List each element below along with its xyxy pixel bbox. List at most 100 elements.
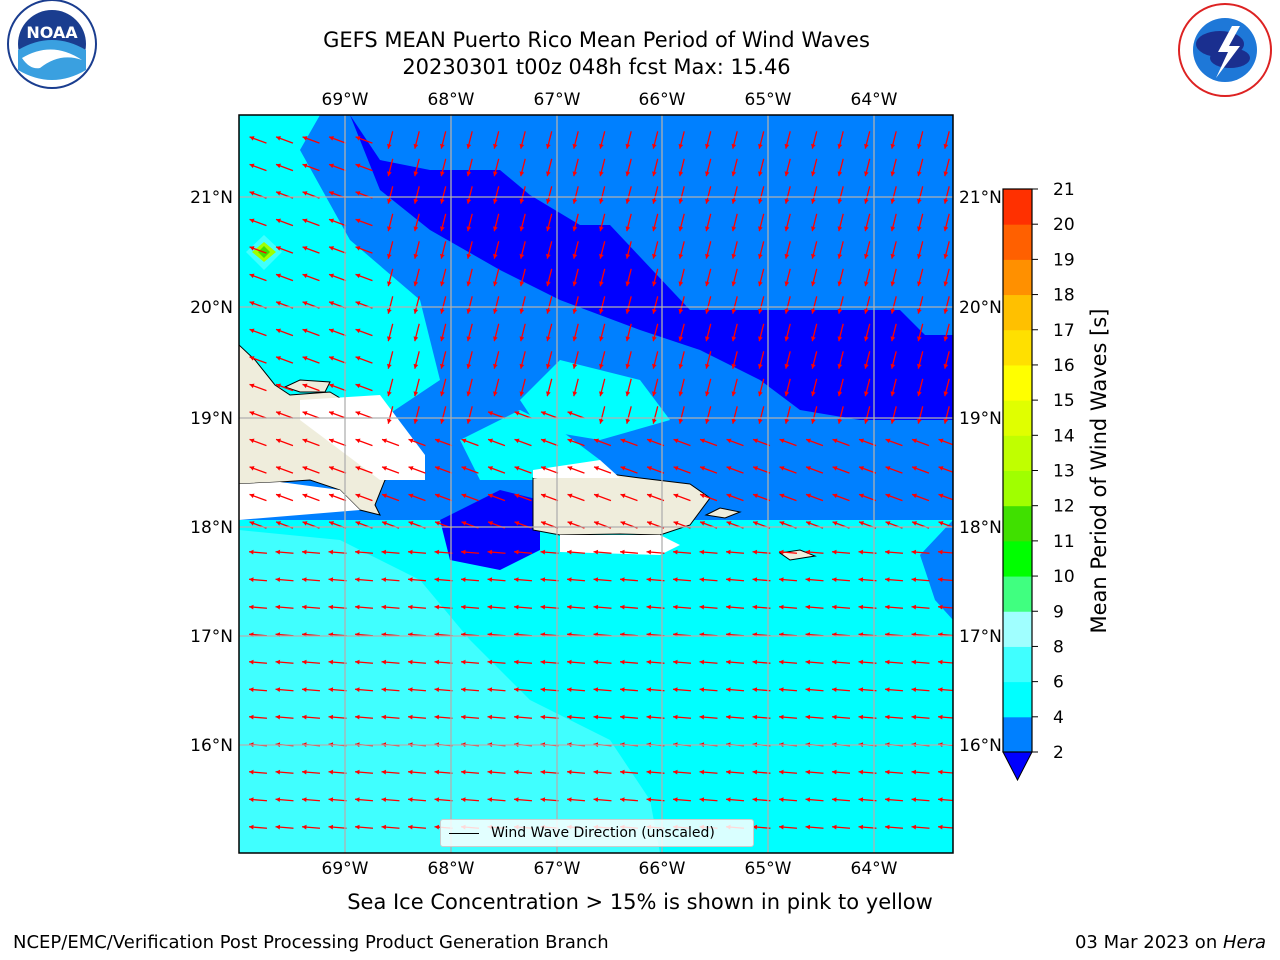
wind-arrow-head [911,549,917,555]
wind-arrow-head [917,391,922,397]
colorbar-band [1003,611,1032,647]
colorbar-band [1003,189,1032,225]
wind-arrow-head [620,577,625,583]
wind-arrow-head [249,246,255,251]
lon-tick-top: 64°W [851,90,898,110]
vieques-land [704,507,742,519]
wind-arrow-head [249,136,255,141]
wind-arrow-head [328,604,334,610]
wind-arrow-head [705,308,710,314]
wind-arrow-head [620,687,625,693]
wind-arrow-head [726,493,732,499]
wind-arrow-head [493,253,498,259]
wind-arrow-head [355,356,361,361]
colorbar-tick-label: 4 [1053,708,1064,728]
wind-arrow-head [890,391,896,397]
wind-arrow-head [488,466,493,471]
wind-arrow-head [572,143,578,149]
wind-arrow-head [700,438,705,444]
wind-arrow-head [864,198,869,204]
wind-arrow-head [572,253,578,259]
wind-arrow-head [540,549,546,555]
wind-arrow-head [858,824,864,830]
lon-tick-bottom: 65°W [745,859,792,879]
wind-arrow-head [355,438,361,444]
coastal-gap-southwest [239,482,360,520]
wind-arrow-head [387,281,392,287]
wind-arrow-head [758,198,763,204]
wind-arrow-head [599,171,604,177]
wind-arrow-head [726,549,731,555]
wind-arrow-head [594,466,599,471]
wind-arrow-head [731,363,737,369]
wind-arrow-head [811,143,816,149]
wind-arrow-head [413,391,419,397]
wind-arrow-head [302,659,307,665]
wind-arrow-head [355,383,361,389]
colorbar-tick-label: 20 [1053,215,1075,235]
wind-arrow-head [673,797,678,803]
wind-arrow-head [355,218,361,224]
wind-arrow-head [249,411,255,416]
lat-tick-left: 19°N [190,409,233,429]
wind-arrow-head [540,714,546,720]
wind-arrow-head [673,549,678,555]
wind-arrow-head [599,143,604,149]
wind-arrow-head [466,198,472,204]
wind-arrow-head [779,659,784,665]
wind-arrow-head [276,356,281,361]
wind-arrow-head [699,549,705,555]
wind-arrow-head [461,521,467,526]
lon-tick-top: 69°W [322,90,369,110]
wind-arrow-head [514,493,520,499]
wind-arrow-head [328,824,334,830]
wind-arrow-head [434,549,440,555]
wind-arrow-head [440,391,445,397]
legend: Wind Wave Direction (unscaled) [440,819,754,847]
wind-arrow-head [917,418,922,424]
wind-arrow-head [753,521,758,526]
wind-arrow-head [943,308,949,314]
wind-arrow-head [647,466,652,471]
wind-arrow-head [784,171,790,177]
wind-arrow-head [859,521,864,526]
lat-tick-right: 18°N [959,518,1002,538]
wind-arrow-head [758,171,763,177]
wind-arrow-head [302,769,307,775]
wind-arrow-head [276,466,281,471]
lat-tick-left: 20°N [190,298,233,318]
wind-arrow-head [726,521,732,526]
wind-arrow-head [699,659,705,665]
wind-arrow-head [673,687,678,693]
wind-arrow-head [567,687,572,693]
wind-arrow-head [699,577,705,583]
wind-arrow-head [805,604,811,610]
wind-arrow-head [440,226,445,232]
lat-tick-left: 18°N [190,518,233,538]
wind-arrow-head [593,714,599,720]
wind-arrow-head [678,363,684,369]
wind-arrow-head [837,308,843,314]
wind-arrow-head [249,714,254,720]
wind-arrow-head [885,659,890,665]
wind-arrow-head [435,521,440,526]
lat-tick-right: 19°N [959,409,1002,429]
wind-arrow-head [678,253,684,259]
wind-arrow-head [858,769,864,775]
coastal-gap-west [300,395,425,480]
wind-arrow-head [435,438,440,444]
wind-arrow-head [678,171,684,177]
wind-arrow-head [355,604,360,610]
wind-arrow-head [434,769,440,775]
wind-arrow-head [885,466,891,471]
wind-arrow-head [382,493,387,499]
wind-arrow-head [779,824,784,830]
wind-arrow-head [572,336,578,342]
wind-arrow-head [519,281,525,287]
wind-arrow-head [731,308,737,314]
wind-arrow-head [832,549,837,555]
wind-arrow-head [864,418,869,424]
nws-logo [1170,0,1280,110]
colorbar: 2 4 6 8 9 10 11 12 13 14 15 16 17 18 19 20 21 Mean Period… [1002,180,1111,782]
wind-arrow-head [355,273,361,279]
